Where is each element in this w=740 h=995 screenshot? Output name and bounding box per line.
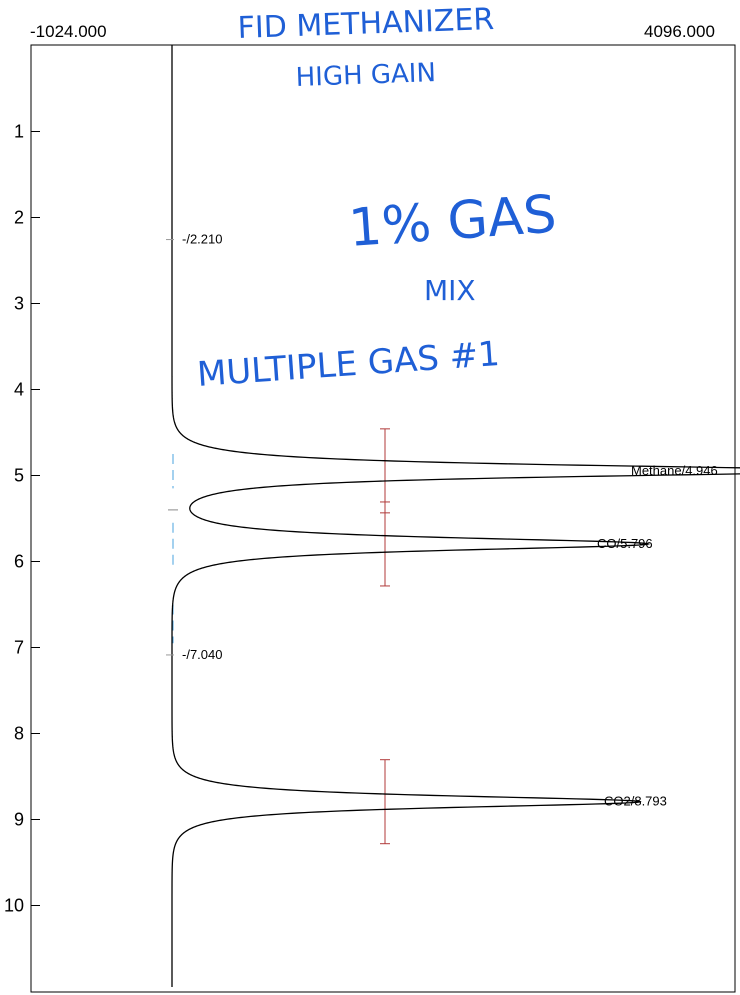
peak-label: CO/5.796 — [597, 536, 653, 551]
handwritten-multiple-gas: MULTIPLE GAS #1 — [196, 334, 501, 395]
y-tick-label: 9 — [14, 810, 24, 830]
y-tick-label: 2 — [14, 208, 24, 228]
plot-frame — [30, 44, 736, 993]
x-min-label: -1024.000 — [30, 22, 107, 41]
y-tick-label: 5 — [14, 466, 24, 486]
event-label: -/2.210 — [182, 232, 222, 247]
handwritten-subtitle: HIGH GAIN — [295, 58, 436, 93]
y-tick-label: 6 — [14, 552, 24, 572]
peak-labels: Methane/4.946 CO/5.796 CO2/8.793 — [597, 463, 718, 809]
peak-label: Methane/4.946 — [631, 463, 718, 478]
y-axis: 1 2 3 4 5 6 7 8 9 10 — [4, 122, 40, 916]
peak-label: CO2/8.793 — [604, 794, 667, 809]
y-tick-label: 4 — [14, 380, 24, 400]
event-marks: -/2.210 -/7.040 — [166, 232, 222, 662]
handwritten-title: FID METHANIZER — [237, 2, 495, 46]
baseline-dashes — [168, 454, 178, 644]
signal-trace — [171, 45, 740, 988]
y-tick-label: 10 — [4, 896, 24, 916]
handwritten-mix: MIX — [424, 274, 476, 307]
event-label: -/7.040 — [182, 647, 222, 662]
handwritten-notes: FID METHANIZER HIGH GAIN 1% GAS MIX MULT… — [196, 2, 558, 395]
x-max-label: 4096.000 — [644, 22, 715, 41]
handwritten-gas-percent: 1% GAS — [347, 185, 559, 259]
y-tick-label: 8 — [14, 724, 24, 744]
y-tick-label: 1 — [14, 122, 24, 142]
y-tick-label: 7 — [14, 638, 24, 658]
y-tick-label: 3 — [14, 294, 24, 314]
error-bars — [380, 428, 390, 845]
